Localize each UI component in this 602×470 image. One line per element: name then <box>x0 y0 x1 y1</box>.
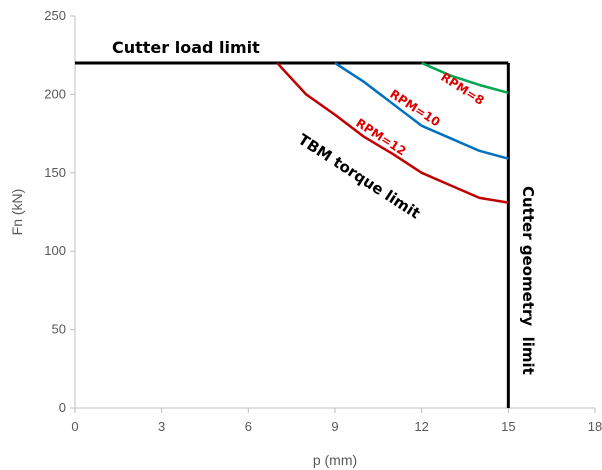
annotation-rpm-10: RPM=10 <box>387 87 442 130</box>
x-tick-label: 15 <box>501 419 515 434</box>
plot-area: 0 50 100 150 200 250 0 3 6 9 12 15 18 p (mm) Fn (kN) <box>9 8 602 468</box>
x-tick-label: 6 <box>245 419 252 434</box>
x-axis-title: p (mm) <box>313 452 357 468</box>
annotation-rpm-8: RPM=8 <box>438 70 486 108</box>
y-tick-label: 100 <box>44 243 66 258</box>
x-tick-label: 0 <box>71 419 78 434</box>
series-line-rpm-10 <box>334 61 509 160</box>
y-axis-title: Fn (kN) <box>9 189 25 236</box>
y-tick-label: 250 <box>44 8 66 23</box>
annotation-cutter-geometry-limit: Cutter geometry limit <box>519 186 537 375</box>
annotation-layer: Cutter load limit TBM torque limit Cutte… <box>112 38 537 375</box>
annotation-cutter-load-limit: Cutter load limit <box>112 38 260 57</box>
series-line-rpm-8 <box>421 61 509 95</box>
x-tick-label: 18 <box>588 419 602 434</box>
y-tick-label: 200 <box>44 86 66 101</box>
x-tick-label: 3 <box>158 419 165 434</box>
y-tick-label: 50 <box>52 322 66 337</box>
x-tick-label: 12 <box>414 419 428 434</box>
y-tick-label: 0 <box>59 400 66 415</box>
series-layer <box>75 61 510 408</box>
series-line-rpm-12 <box>276 62 509 204</box>
y-tick-label: 150 <box>44 165 66 180</box>
annotation-rpm-12: RPM=12 <box>353 116 408 159</box>
x-tick-label: 9 <box>331 419 338 434</box>
